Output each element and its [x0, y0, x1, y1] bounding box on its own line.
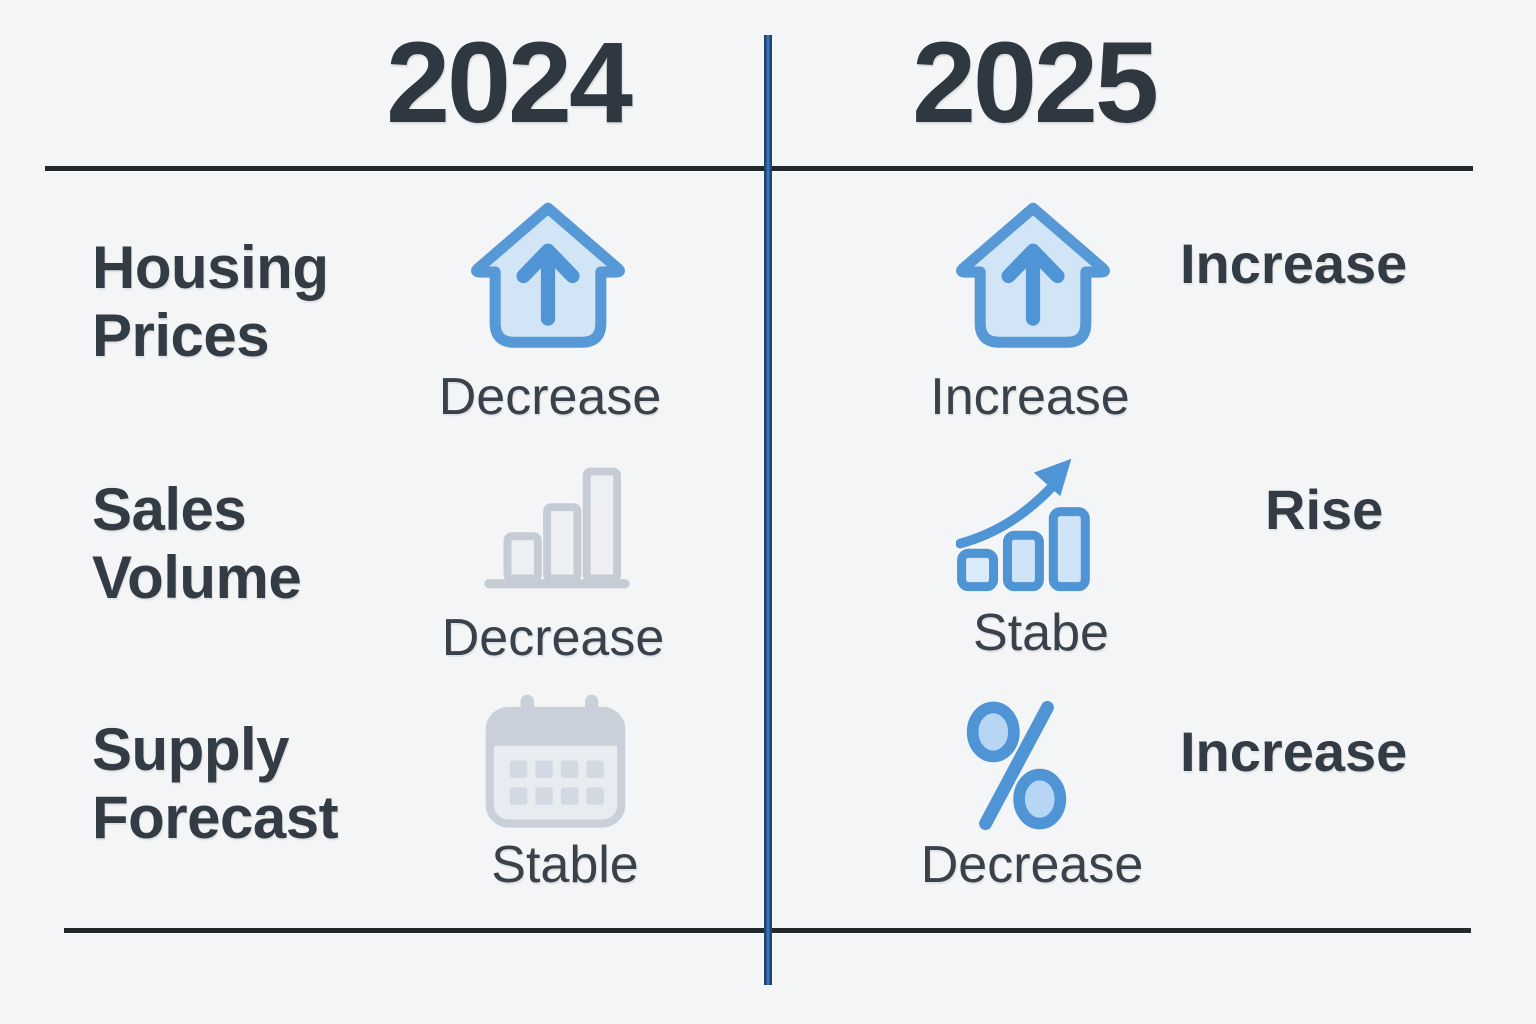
- bar-chart-icon: [484, 467, 630, 589]
- row-label-line: Sales: [92, 476, 247, 543]
- row-label-housing-prices: Housing Prices: [92, 234, 329, 371]
- annotation-sales-2025: Rise: [1265, 478, 1384, 541]
- column-header-2025: 2025: [912, 19, 1159, 147]
- caption-supply-2025: Decrease: [920, 836, 1144, 894]
- row-label-line: Volume: [92, 544, 302, 612]
- row-label-supply-forecast: Supply Forecast: [92, 716, 339, 853]
- percent-icon: [966, 701, 1067, 830]
- row-label-line: Supply: [92, 716, 290, 783]
- annotation-housing-2025: Increase: [1180, 232, 1408, 295]
- header-rule: [45, 166, 1473, 171]
- caption-supply-2024: Stable: [491, 836, 639, 894]
- caption-housing-2025: Increase: [930, 368, 1130, 426]
- house-arrow-up-icon: [956, 202, 1110, 348]
- house-arrow-up-icon: [471, 202, 625, 348]
- column-header-2024: 2024: [386, 19, 633, 147]
- calendar-icon: [485, 694, 626, 828]
- caption-housing-2024: Decrease: [438, 368, 662, 426]
- row-label-line: Housing: [92, 234, 329, 301]
- caption-sales-2025: Stabe: [973, 604, 1109, 662]
- annotation-supply-2025: Increase: [1180, 720, 1408, 783]
- column-divider: [764, 35, 772, 985]
- bar-chart-trend-arrow-icon: [956, 458, 1090, 592]
- row-label-line: Prices: [92, 302, 270, 370]
- caption-sales-2024: Decrease: [441, 609, 665, 667]
- row-label-sales-volume: Sales Volume: [92, 476, 302, 613]
- row-label-line: Forecast: [92, 784, 339, 852]
